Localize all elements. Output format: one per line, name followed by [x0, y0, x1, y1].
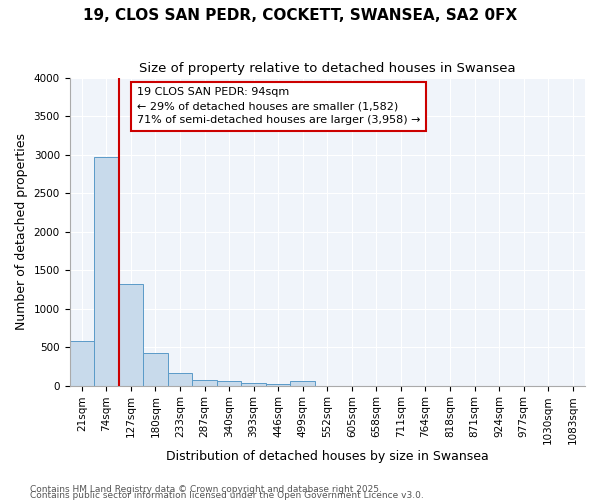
Title: Size of property relative to detached houses in Swansea: Size of property relative to detached ho…: [139, 62, 515, 76]
Text: Contains public sector information licensed under the Open Government Licence v3: Contains public sector information licen…: [30, 490, 424, 500]
Text: 19 CLOS SAN PEDR: 94sqm
← 29% of detached houses are smaller (1,582)
71% of semi: 19 CLOS SAN PEDR: 94sqm ← 29% of detache…: [137, 88, 420, 126]
Bar: [217, 382, 241, 386]
Y-axis label: Number of detached properties: Number of detached properties: [15, 134, 28, 330]
Text: 19, CLOS SAN PEDR, COCKETT, SWANSEA, SA2 0FX: 19, CLOS SAN PEDR, COCKETT, SWANSEA, SA2…: [83, 8, 517, 22]
Bar: [192, 380, 217, 386]
Bar: [119, 284, 143, 386]
Bar: [168, 374, 192, 386]
Bar: [94, 157, 119, 386]
X-axis label: Distribution of detached houses by size in Swansea: Distribution of detached houses by size …: [166, 450, 488, 462]
Bar: [241, 383, 266, 386]
Text: Contains HM Land Registry data © Crown copyright and database right 2025.: Contains HM Land Registry data © Crown c…: [30, 484, 382, 494]
Bar: [266, 384, 290, 386]
Bar: [290, 382, 315, 386]
Bar: [143, 354, 168, 386]
Bar: [70, 341, 94, 386]
